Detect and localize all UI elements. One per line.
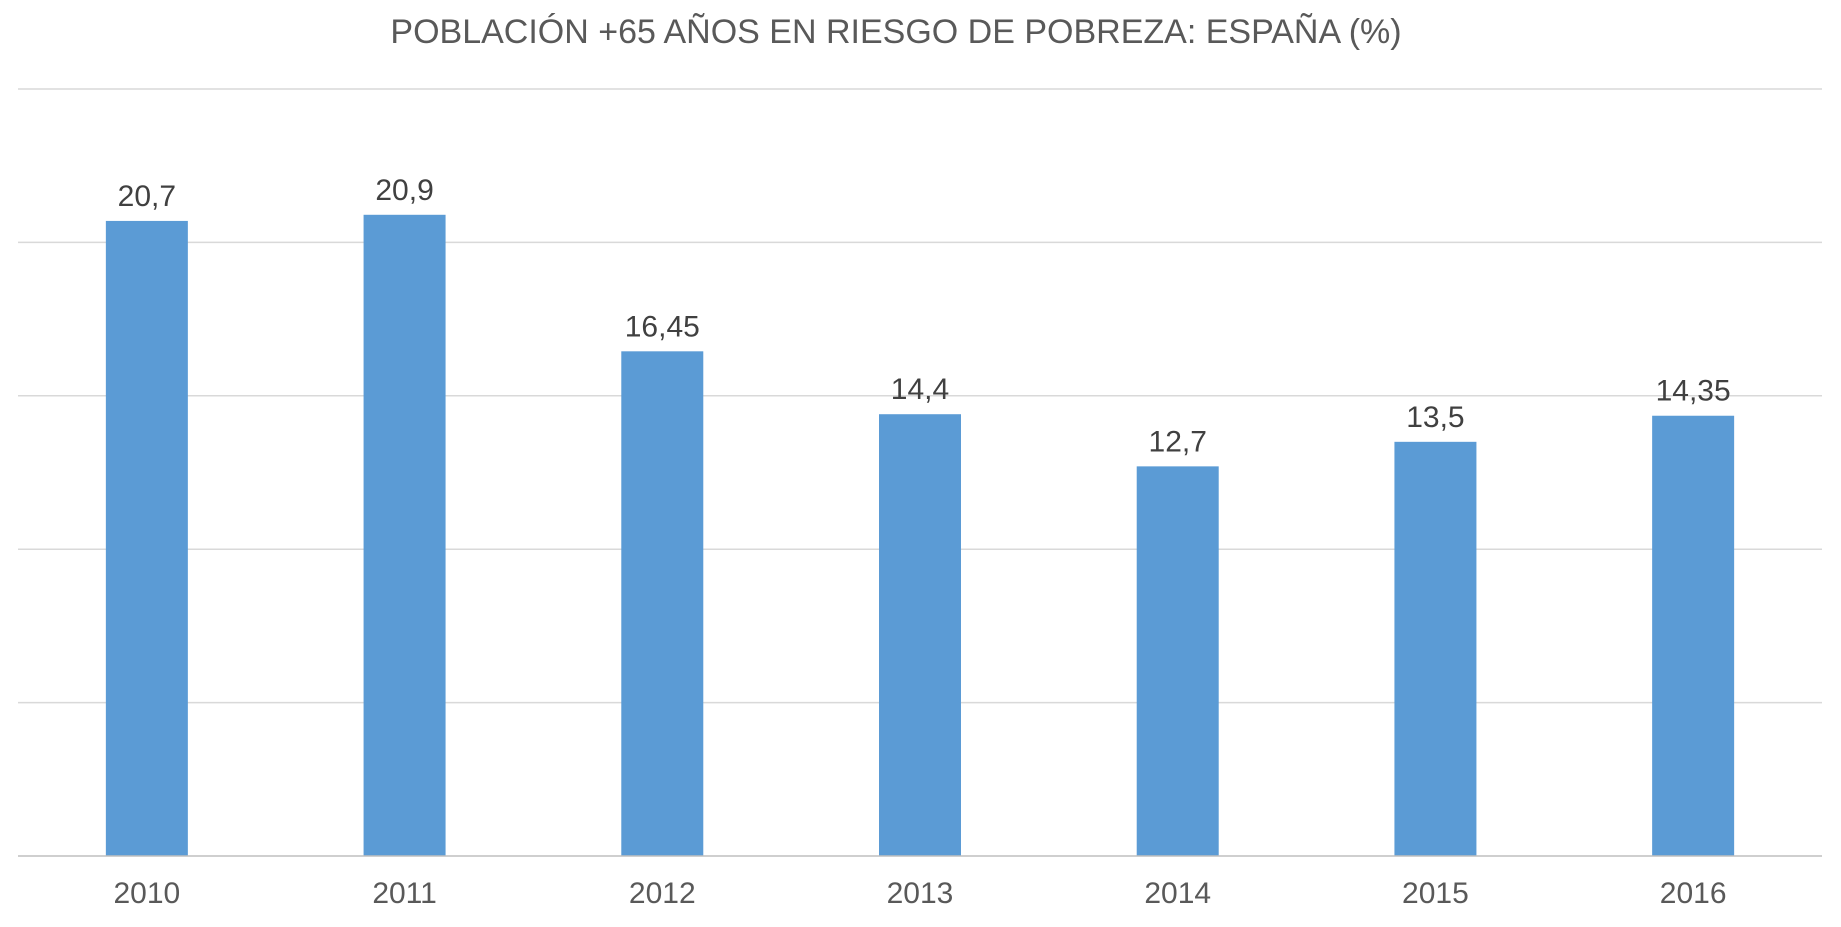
data-label-2012: 16,45 <box>625 310 700 343</box>
data-label-2010: 20,7 <box>118 180 176 213</box>
x-tick-label-2010: 2010 <box>113 877 180 910</box>
data-label-2011: 20,9 <box>375 174 433 207</box>
bar-2010 <box>105 220 188 856</box>
bar-2013 <box>879 414 961 856</box>
x-tick-label-2013: 2013 <box>887 877 954 910</box>
x-axis-tick-labels: 2010 2011 2012 2013 2014 2015 2016 <box>113 877 1726 910</box>
gridlines <box>18 88 1822 704</box>
chart-title: POBLACIÓN +65 AÑOS EN RIESGO DE POBREZA:… <box>390 13 1401 51</box>
data-label-2014: 12,7 <box>1149 425 1207 458</box>
data-label-2013: 14,4 <box>891 373 949 406</box>
bars <box>105 214 1735 857</box>
data-labels: 20,7 20,9 16,45 14,4 12,7 13,5 14,35 <box>118 174 1731 459</box>
data-label-2015: 13,5 <box>1406 401 1464 434</box>
x-tick-label-2012: 2012 <box>629 877 696 910</box>
bar-2014 <box>1136 466 1219 856</box>
x-tick-label-2016: 2016 <box>1660 877 1727 910</box>
bar-2011 <box>363 214 446 857</box>
bar-2015 <box>1394 441 1477 856</box>
bar-2012 <box>621 351 704 856</box>
bar-2016 <box>1652 415 1735 856</box>
x-tick-label-2014: 2014 <box>1144 877 1211 910</box>
data-label-2016: 14,35 <box>1656 375 1731 408</box>
x-tick-label-2011: 2011 <box>372 877 437 910</box>
x-tick-label-2015: 2015 <box>1402 877 1469 910</box>
